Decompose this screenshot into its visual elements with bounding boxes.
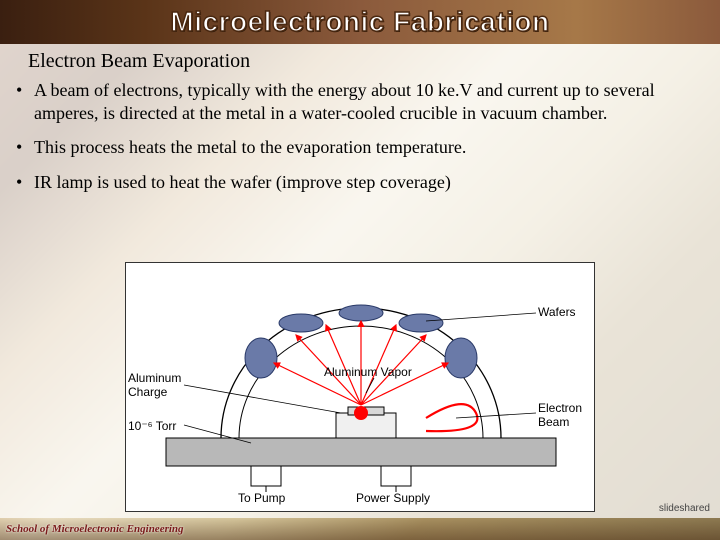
- list-item: • IR lamp is used to heat the wafer (imp…: [16, 171, 706, 194]
- slide: Microelectronic Fabrication Electron Bea…: [0, 0, 720, 540]
- footer: School of Microelectronic Engineering: [0, 518, 720, 540]
- label-power-supply: Power Supply: [356, 491, 430, 505]
- bullet-icon: •: [16, 171, 34, 194]
- content-area: Electron Beam Evaporation • A beam of el…: [0, 44, 720, 518]
- label-vacuum: 10⁻⁶ Torr: [128, 419, 176, 433]
- label-aluminum-vapor: Aluminum Vapor: [324, 365, 412, 379]
- bullet-list: • A beam of electrons, typically with th…: [16, 79, 706, 193]
- slide-title: Microelectronic Fabrication: [170, 6, 549, 38]
- label-to-pump: To Pump: [238, 491, 285, 505]
- bullet-text: A beam of electrons, typically with the …: [34, 79, 706, 124]
- slide-subtitle: Electron Beam Evaporation: [28, 50, 706, 73]
- bullet-icon: •: [16, 136, 34, 159]
- bullet-text: This process heats the metal to the evap…: [34, 136, 706, 159]
- evaporation-svg: [126, 263, 596, 513]
- evaporation-diagram: Wafers ElectronBeam AluminumCharge 10⁻⁶ …: [125, 262, 595, 512]
- label-wafers: Wafers: [538, 305, 576, 319]
- label-aluminum-charge: AluminumCharge: [128, 371, 181, 399]
- bullet-text: IR lamp is used to heat the wafer (impro…: [34, 171, 706, 194]
- watermark: slideshared: [659, 503, 710, 514]
- header-band: Microelectronic Fabrication: [0, 0, 720, 44]
- label-electron-beam: ElectronBeam: [538, 401, 582, 429]
- bullet-icon: •: [16, 79, 34, 124]
- list-item: • A beam of electrons, typically with th…: [16, 79, 706, 124]
- footer-text: School of Microelectronic Engineering: [6, 523, 184, 535]
- list-item: • This process heats the metal to the ev…: [16, 136, 706, 159]
